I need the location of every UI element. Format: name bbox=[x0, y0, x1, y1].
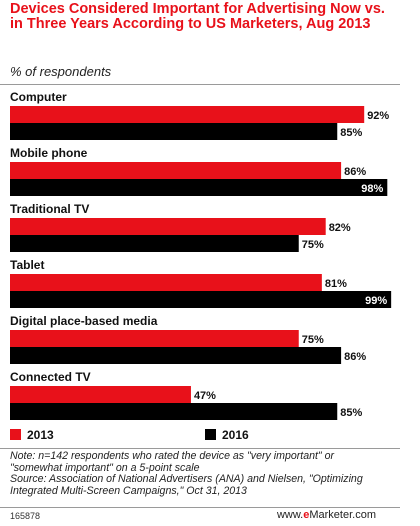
chart-frame: Devices Considered Important for Adverti… bbox=[0, 1, 400, 521]
brand-prefix: www. bbox=[276, 509, 304, 521]
top-rule bbox=[0, 84, 400, 85]
chart-id: 165878 bbox=[10, 511, 41, 521]
value-label-connected-tv-2013: 47% bbox=[194, 390, 216, 402]
legend-item-2013: 2013 bbox=[10, 428, 54, 442]
value-label-computer-2013: 92% bbox=[367, 110, 389, 122]
note-line-2: "somewhat important" on a 5-point scale bbox=[10, 461, 200, 474]
bar-digital-place-based-media-2013 bbox=[10, 330, 299, 347]
category-label-tablet: Tablet bbox=[10, 258, 44, 272]
category-label-connected-tv: Connected TV bbox=[10, 370, 91, 384]
value-label-mobile-phone-2013: 86% bbox=[344, 166, 366, 178]
value-label-computer-2016: 85% bbox=[340, 127, 362, 139]
chart-subtitle: % of respondents bbox=[10, 64, 112, 79]
category-label-mobile-phone: Mobile phone bbox=[10, 146, 88, 160]
value-label-tablet-2016: 99% bbox=[365, 295, 387, 307]
source-line-2: Integrated Multi-Screen Campaigns," Oct … bbox=[10, 484, 247, 497]
bar-chart: Computer 92% 85% Mobile phone 86% 98% Traditio… bbox=[10, 90, 392, 420]
bar-traditional-tv-2013 bbox=[10, 218, 326, 235]
legend-label-2016: 2016 bbox=[222, 428, 249, 442]
note-rule bbox=[0, 448, 400, 449]
chart-note: Note: n=142 respondents who rated the de… bbox=[10, 450, 395, 497]
brand-link[interactable]: www.eMarketer.com bbox=[277, 509, 376, 521]
note-line-1: Note: n=142 respondents who rated the de… bbox=[10, 450, 335, 462]
bar-mobile-phone-2013 bbox=[10, 162, 342, 179]
value-label-traditional-tv-2013: 82% bbox=[329, 222, 351, 234]
chart-title: Devices Considered Important for Adverti… bbox=[10, 1, 385, 32]
legend-swatch-2016 bbox=[205, 429, 216, 440]
bar-digital-place-based-media-2016 bbox=[10, 347, 342, 364]
category-label-digital-place-based-media: Digital place-based media bbox=[10, 314, 158, 328]
bar-traditional-tv-2016 bbox=[10, 235, 299, 252]
bar-tablet-2013 bbox=[10, 274, 322, 291]
legend-item-2016: 2016 bbox=[205, 428, 249, 442]
bar-tablet-2016 bbox=[10, 291, 392, 308]
value-label-tablet-2013: 81% bbox=[325, 278, 347, 290]
footer-rule bbox=[0, 507, 400, 508]
bar-connected-tv-2013 bbox=[10, 386, 191, 403]
brand-suffix: Marketer.com bbox=[309, 509, 376, 521]
value-label-digital-place-based-media-2013: 75% bbox=[302, 334, 324, 346]
value-label-digital-place-based-media-2016: 86% bbox=[344, 351, 366, 363]
source-line-1: Source: Association of National Advertis… bbox=[10, 473, 363, 486]
legend-label-2013: 2013 bbox=[27, 428, 54, 442]
value-label-traditional-tv-2016: 75% bbox=[302, 239, 324, 251]
bar-connected-tv-2016 bbox=[10, 403, 338, 420]
legend-swatch-2013 bbox=[10, 429, 21, 440]
bar-computer-2013 bbox=[10, 106, 365, 123]
category-label-computer: Computer bbox=[10, 90, 67, 104]
value-label-mobile-phone-2016: 98% bbox=[361, 183, 383, 195]
value-label-connected-tv-2016: 85% bbox=[340, 407, 362, 419]
brand-e: e bbox=[303, 509, 310, 521]
category-label-traditional-tv: Traditional TV bbox=[10, 202, 89, 216]
bar-computer-2016 bbox=[10, 123, 338, 140]
bar-mobile-phone-2016 bbox=[10, 179, 388, 196]
